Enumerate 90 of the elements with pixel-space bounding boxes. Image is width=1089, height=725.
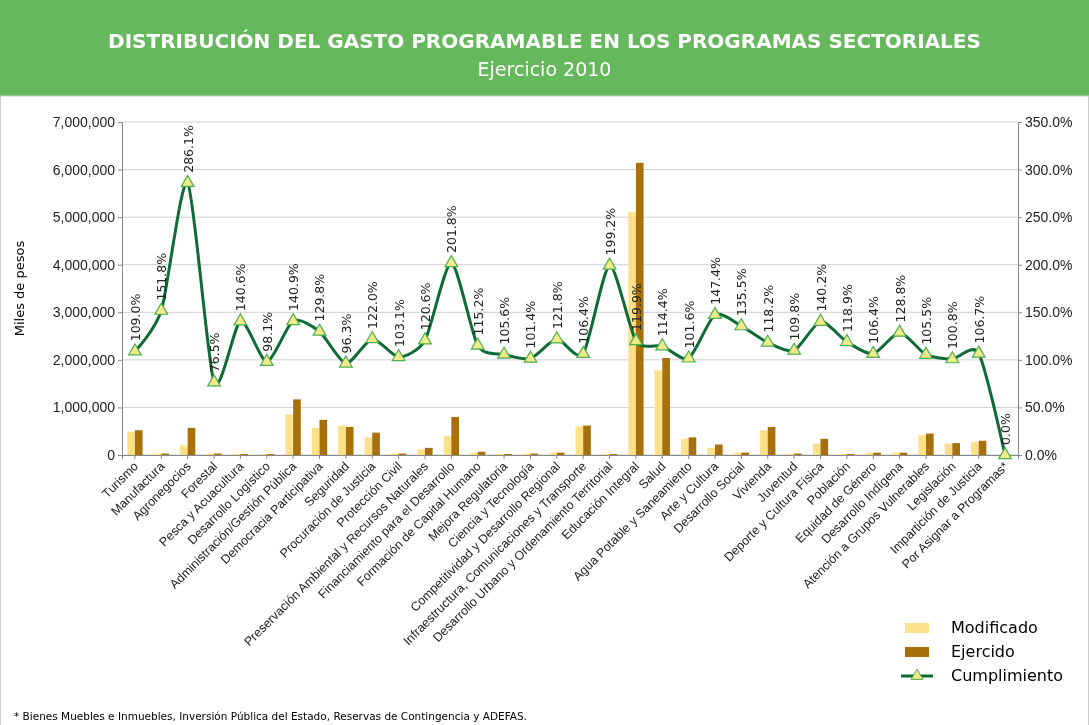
data-label: 106.4%	[866, 295, 882, 344]
y-tick-label: 7,000,000	[52, 113, 116, 130]
bar	[451, 416, 459, 455]
data-label: 115.2%	[470, 287, 486, 336]
data-label: 118.9%	[839, 284, 855, 332]
bar	[583, 425, 591, 455]
bar	[918, 435, 926, 455]
y-axis-title: Miles de pesos	[12, 240, 27, 337]
legend-label: Ejercido	[951, 642, 1015, 661]
data-label: 96.3%	[338, 313, 354, 354]
y-tick-label: 2,000,000	[52, 351, 116, 368]
legend-label: Cumplimiento	[951, 666, 1064, 685]
data-label: 147.4%	[708, 256, 724, 305]
y-tick-label: 4,000,000	[52, 256, 116, 273]
data-label: 105.6%	[497, 296, 513, 345]
data-label: 105.5%	[918, 296, 934, 345]
data-label: 122.0%	[365, 281, 381, 329]
data-label: 114.4%	[655, 288, 671, 337]
chart-title: DISTRIBUCIÓN DEL GASTO PROGRAMABLE EN LOS PROGRAMAS SECTORIALES	[108, 29, 981, 53]
bar	[127, 431, 135, 455]
data-label: 120.6%	[417, 282, 433, 331]
data-label: 140.2%	[813, 263, 829, 312]
bar	[319, 419, 328, 455]
bar	[978, 440, 987, 455]
data-label: 101.6%	[681, 300, 697, 349]
data-label: 129.8%	[312, 273, 328, 322]
data-label: 140.6%	[233, 263, 249, 312]
y2-tick-label: 250.0%	[1025, 209, 1073, 226]
bar	[688, 437, 697, 455]
bar	[180, 445, 188, 455]
bar	[285, 414, 294, 455]
bar	[812, 443, 821, 455]
data-label: 106.4%	[576, 295, 592, 344]
y2-tick-label: 0.0%	[1025, 446, 1057, 463]
data-label: 119.9%	[628, 283, 644, 331]
data-label: 140.9%	[286, 263, 302, 311]
y2-tick-label: 150.0%	[1025, 304, 1073, 321]
data-label: 135.5%	[734, 268, 750, 317]
chart-subtitle: Ejercicio 2010	[477, 58, 612, 80]
data-label: 109.0%	[127, 293, 143, 342]
y2-tick-label: 350.0%	[1025, 113, 1073, 130]
data-label: 106.7%	[971, 295, 987, 344]
data-label: 128.8%	[892, 274, 908, 323]
bar	[971, 442, 979, 455]
data-label: 103.1%	[391, 299, 407, 347]
y2-tick-label: 100.0%	[1025, 351, 1073, 368]
bar	[134, 430, 143, 455]
data-label: 286.1%	[180, 125, 196, 173]
bar	[820, 438, 829, 455]
bar	[364, 437, 373, 455]
bar	[952, 443, 960, 455]
y2-tick-label: 50.0%	[1025, 399, 1065, 416]
data-label: 76.5%	[207, 332, 223, 373]
bar	[760, 430, 768, 455]
data-label: 0.0%	[998, 413, 1014, 445]
data-label: 101.4%	[523, 300, 539, 349]
bar	[575, 426, 584, 455]
bar	[338, 425, 346, 455]
y2-tick-label: 300.0%	[1025, 161, 1073, 178]
bar	[654, 370, 663, 455]
legend-label: Modificado	[951, 618, 1038, 637]
bar	[925, 433, 934, 455]
data-label: 201.8%	[444, 205, 460, 253]
bar	[767, 426, 776, 455]
y-tick-label: 3,000,000	[52, 304, 116, 321]
bar	[417, 449, 425, 455]
bar	[345, 426, 354, 455]
text: * Bienes Muebles e Inmuebles, Inversión Pública del Estado, Reservas de Contingencia y ADEFAS.	[14, 710, 527, 722]
data-label: 199.2%	[602, 207, 618, 256]
data-label: 121.8%	[549, 281, 565, 330]
data-label: 118.2%	[760, 284, 776, 333]
bar	[681, 438, 689, 455]
data-label: 151.8%	[154, 252, 170, 301]
y-tick-label: 1,000,000	[52, 399, 116, 416]
bar	[443, 435, 452, 455]
bar	[707, 447, 716, 455]
bar	[311, 427, 320, 455]
y-tick-label: 6,000,000	[52, 161, 116, 178]
bar	[187, 427, 196, 455]
y-tick-label: 0	[107, 446, 116, 463]
bar	[372, 432, 380, 455]
data-label: 100.8%	[945, 301, 961, 350]
bar	[715, 444, 723, 455]
y-tick-label: 5,000,000	[52, 209, 116, 226]
y2-tick-label: 200.0%	[1025, 256, 1073, 273]
bar	[293, 399, 301, 455]
data-label: 98.1%	[259, 311, 275, 352]
bar	[662, 357, 670, 455]
data-label: 109.8%	[787, 292, 803, 341]
bar	[424, 447, 433, 455]
